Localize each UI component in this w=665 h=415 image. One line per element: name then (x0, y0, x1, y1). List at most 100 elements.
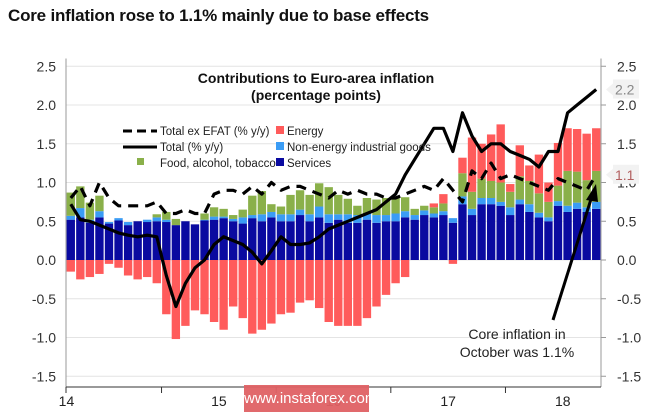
y-tick-label-right: 0.5 (617, 213, 637, 229)
y-tick-label-left: 1.0 (37, 175, 57, 191)
bar-energy (209, 260, 219, 322)
bar-neig (276, 214, 286, 222)
watermark: www.instaforex.com (244, 385, 377, 412)
x-tick-label: 18 (555, 393, 571, 409)
bar-food (85, 202, 95, 220)
bar-neig (152, 217, 161, 222)
bar-energy (496, 124, 505, 183)
y-tick-label-left: -1.0 (32, 330, 56, 346)
bar-services (410, 219, 419, 260)
bar-services (324, 222, 333, 260)
y-tick-label-left: 2.5 (37, 58, 57, 74)
legend-label-food: Food, alcohol, tobacco (160, 158, 276, 170)
bar-energy (448, 260, 458, 264)
y-tick-label-left: -1.5 (32, 368, 56, 384)
bar-energy (200, 260, 209, 315)
bar-services (592, 208, 601, 260)
bar-services (353, 222, 362, 260)
annotation-line-1: Core inflation in (468, 326, 565, 342)
bar-neig (114, 218, 123, 221)
bar-services (525, 211, 534, 260)
bar-food (76, 186, 85, 209)
end-label-ex_efat: 1.1 (615, 167, 635, 183)
grid-lines (66, 65, 601, 377)
bar-food (257, 191, 267, 215)
bar-neig (248, 215, 257, 219)
y-tick-label-left: 0.0 (37, 252, 57, 268)
bar-neig (238, 217, 247, 224)
bar-energy (95, 260, 104, 274)
bar-energy (525, 165, 534, 181)
line-total (69, 88, 598, 309)
bar-neig (477, 198, 486, 205)
bar-energy (219, 260, 228, 330)
bar-services (248, 218, 257, 260)
bar-services (162, 222, 171, 260)
bar-neig (66, 215, 75, 220)
bar-neig (123, 222, 133, 226)
bar-food (429, 207, 438, 214)
bar-food (286, 194, 295, 215)
bar-food (372, 199, 381, 216)
bar-services (439, 215, 448, 260)
bar-neig (143, 219, 152, 223)
x-tick-label: 17 (440, 393, 456, 409)
bar-energy (286, 260, 295, 313)
bar-services (114, 220, 123, 260)
legend-item-food: Food, alcohol, tobacco (137, 158, 276, 170)
bar-neig (592, 201, 601, 209)
bar-food (305, 194, 314, 215)
bar-neig (334, 214, 343, 220)
annotation-arrow (551, 195, 594, 321)
bar-food (248, 195, 257, 216)
bar-food (506, 191, 515, 208)
bar-energy (114, 260, 123, 268)
bar-services (458, 204, 467, 260)
legend-label-ex-efat: Total ex EFAT (% y/y) (160, 126, 270, 138)
bar-food (400, 197, 410, 212)
bar-services (544, 221, 553, 260)
bar-neig (448, 218, 458, 223)
bar-services (372, 222, 381, 260)
bar-food (496, 182, 505, 202)
bar-neig (305, 214, 314, 222)
bar-services (85, 222, 95, 260)
bar-services (267, 217, 276, 260)
bar-energy (353, 260, 362, 326)
bar-energy (582, 133, 591, 181)
bar-services (276, 221, 286, 260)
bar-neig (295, 209, 305, 216)
bar-energy (305, 260, 314, 301)
bar-energy (181, 260, 190, 326)
bar-services (66, 219, 75, 260)
bar-services (381, 221, 391, 260)
bar-energy (276, 260, 286, 315)
bar-services (209, 219, 219, 260)
bar-food (477, 178, 486, 198)
bar-energy (190, 260, 200, 311)
legend-label-total: Total (% y/y) (160, 142, 223, 154)
bar-neig (525, 204, 534, 212)
bar-services (104, 223, 114, 260)
bar-neig (372, 215, 381, 223)
bar-energy (324, 260, 333, 322)
bar-food (544, 201, 553, 218)
bar-services (506, 215, 515, 260)
end-label-total: 2.2 (615, 82, 635, 98)
bar-services (448, 222, 458, 260)
end-label-pointer-icon (606, 168, 613, 181)
bar-services (553, 205, 563, 260)
y-tick-label-right: -1.0 (617, 330, 641, 346)
bar-energy (486, 134, 496, 181)
bar-services (572, 208, 582, 260)
chart-title: Contributions to Euro-area inflation (198, 70, 434, 86)
bar-services (477, 204, 486, 260)
bar-neig (467, 208, 477, 216)
y-tick-label-right: 2.5 (617, 58, 637, 74)
bar-neig (162, 219, 171, 223)
legend-energy-swatch-icon (276, 126, 284, 134)
bar-energy (229, 260, 238, 307)
stacked-bars (66, 124, 601, 340)
bar-food (209, 207, 219, 217)
bar-neig (229, 218, 238, 222)
